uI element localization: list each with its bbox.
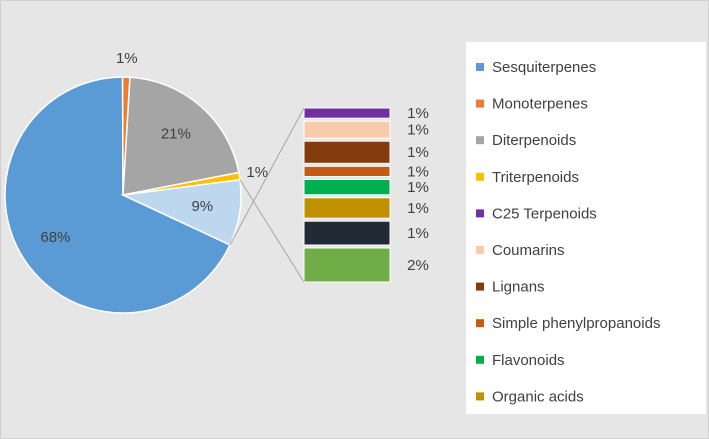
legend-marker: [476, 136, 484, 145]
legend-label: Flavonoids: [492, 352, 565, 369]
legend-marker: [476, 319, 484, 328]
legend-label: Lignans: [492, 279, 545, 296]
bar-value-label: 1%: [407, 122, 429, 139]
legend-marker: [476, 63, 484, 71]
pie-value-label: 1%: [116, 50, 138, 67]
legend-marker: [476, 99, 484, 108]
bar-value-label: 1%: [407, 144, 429, 161]
connector-line: [229, 107, 305, 246]
legend-marker: [476, 355, 484, 364]
connector-line: [239, 179, 305, 283]
bar-segment: [303, 107, 391, 119]
pie-value-label: 1%: [246, 164, 268, 181]
legend-label: Monoterpenes: [492, 96, 588, 113]
bar-value-label: 1%: [407, 225, 429, 242]
legend-label: Diterpenoids: [492, 132, 576, 149]
bar-segment: [303, 247, 391, 283]
legend-marker: [476, 209, 484, 218]
legend-marker: [476, 246, 484, 254]
bar-value-label: 1%: [407, 105, 429, 122]
pie-value-label: 9%: [191, 198, 213, 215]
legend-box: [466, 42, 706, 414]
pie-value-label: 21%: [161, 126, 191, 143]
pie-slice: [4, 76, 231, 314]
legend-label: C25 Terpenoids: [492, 205, 597, 222]
bar-segment: [303, 197, 391, 219]
legend-label: Coumarins: [492, 242, 565, 259]
bar-segment: [303, 220, 391, 246]
bar-value-label: 2%: [407, 257, 429, 274]
legend-label: Simple phenylpropanoids: [492, 315, 660, 332]
legend-marker: [476, 282, 484, 291]
pie-value-label: 68%: [40, 229, 70, 246]
bar-value-label: 1%: [407, 200, 429, 217]
legend-marker: [476, 392, 484, 401]
legend-marker: [476, 172, 484, 181]
legend-label: Organic acids: [492, 388, 584, 405]
bar-segment: [303, 120, 391, 139]
pie-slice: [122, 76, 240, 196]
legend-label: Triterpenoids: [492, 169, 579, 186]
bar-segment: [303, 140, 391, 164]
bar-segment: [303, 179, 391, 196]
bar-value-label: 1%: [407, 179, 429, 196]
bar-segment: [303, 165, 391, 178]
bar-value-label: 1%: [407, 163, 429, 180]
legend-label: Sesquiterpenes: [492, 59, 596, 76]
